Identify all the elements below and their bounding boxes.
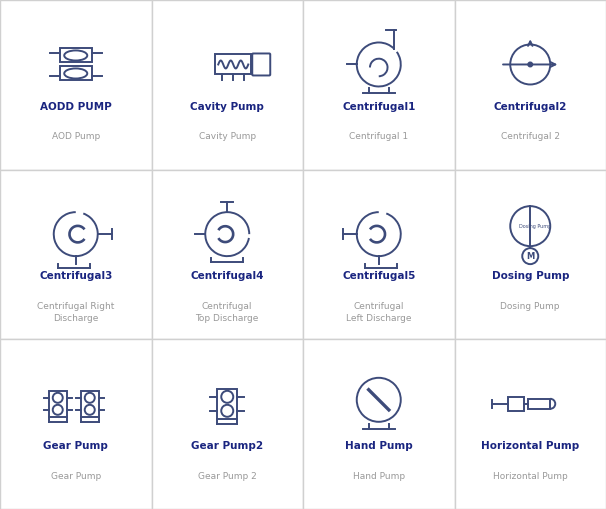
Bar (152, 169, 303, 340)
Text: Centrifugal2: Centrifugal2 (493, 102, 567, 112)
Text: AOD Pump: AOD Pump (52, 132, 100, 142)
Text: Centrifugal3: Centrifugal3 (39, 271, 113, 281)
Bar (528, 399, 550, 409)
Bar (508, 397, 524, 411)
Bar (217, 389, 238, 419)
Text: Centrifugal5: Centrifugal5 (342, 271, 416, 281)
Text: Centrifugal Right
Discharge: Centrifugal Right Discharge (37, 302, 115, 323)
Bar (303, 340, 454, 509)
Text: Centrifugal
Left Discharge: Centrifugal Left Discharge (346, 302, 411, 323)
Bar (454, 340, 606, 509)
Bar (303, 0, 454, 169)
Text: Centrifugal 1: Centrifugal 1 (349, 132, 408, 142)
Text: AODD PUMP: AODD PUMP (40, 102, 112, 112)
Bar (0, 340, 152, 509)
Text: Gear Pump2: Gear Pump2 (191, 441, 264, 451)
Text: Gear Pump: Gear Pump (51, 472, 101, 480)
Circle shape (528, 63, 532, 67)
Text: Centrifugal1: Centrifugal1 (342, 102, 416, 112)
Text: Hand Pump: Hand Pump (353, 472, 405, 480)
Bar (215, 54, 251, 74)
Text: Horizontal Pump: Horizontal Pump (493, 472, 568, 480)
Text: Dosing Pump: Dosing Pump (501, 302, 560, 311)
Bar (454, 169, 606, 340)
Bar (152, 0, 303, 169)
Text: Dosing Pump: Dosing Pump (519, 223, 551, 229)
Text: Dosing Pump: Dosing Pump (491, 271, 569, 281)
Text: Centrifugal
Top Discharge: Centrifugal Top Discharge (196, 302, 259, 323)
Bar (0, 0, 152, 169)
Bar (454, 0, 606, 169)
Text: Horizontal Pump: Horizontal Pump (481, 441, 579, 451)
Bar (303, 169, 454, 340)
Text: Cavity Pump: Cavity Pump (190, 102, 264, 112)
Bar (60, 48, 92, 63)
Bar (81, 391, 99, 417)
Bar (60, 67, 92, 80)
Text: Centrifugal 2: Centrifugal 2 (501, 132, 560, 142)
Text: Centrifugal4: Centrifugal4 (190, 271, 264, 281)
Text: Gear Pump 2: Gear Pump 2 (198, 472, 256, 480)
Text: Hand Pump: Hand Pump (345, 441, 413, 451)
Text: Cavity Pump: Cavity Pump (199, 132, 256, 142)
Bar (0, 169, 152, 340)
Bar (48, 391, 67, 417)
Bar (152, 340, 303, 509)
Text: M: M (526, 251, 534, 261)
Text: Gear Pump: Gear Pump (43, 441, 108, 451)
